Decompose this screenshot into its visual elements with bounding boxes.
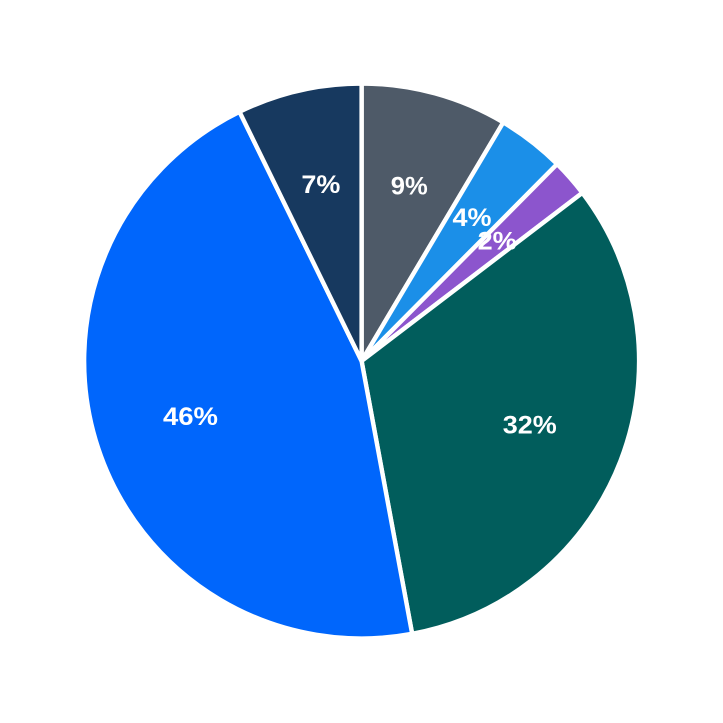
svg-text:4%: 4% bbox=[453, 204, 492, 232]
svg-text:7%: 7% bbox=[301, 171, 340, 199]
svg-text:32%: 32% bbox=[503, 411, 557, 439]
svg-text:2%: 2% bbox=[478, 228, 517, 256]
svg-text:9%: 9% bbox=[391, 173, 428, 201]
svg-text:46%: 46% bbox=[163, 403, 218, 431]
